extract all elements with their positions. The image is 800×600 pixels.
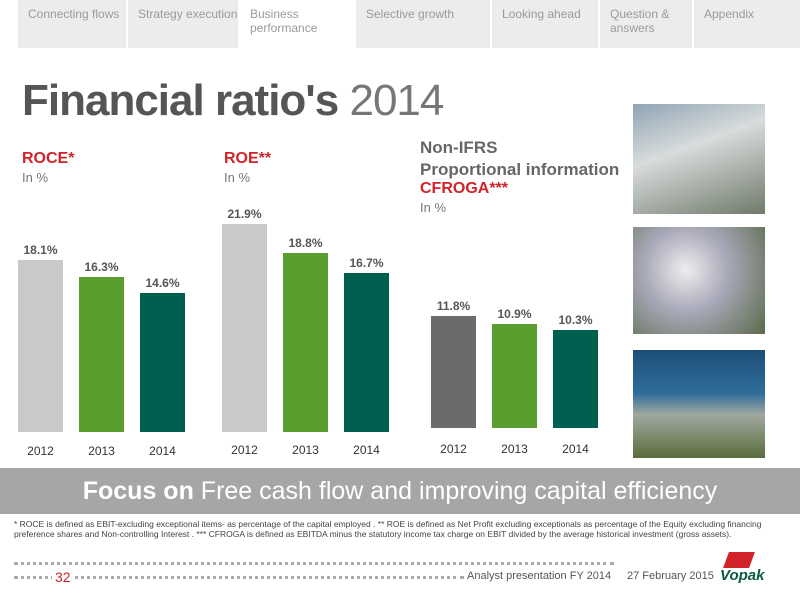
bar — [492, 324, 537, 428]
title-bold: Financial ratio's — [22, 76, 339, 125]
photo — [633, 104, 765, 214]
chart-header: Non-IFRS — [420, 138, 498, 157]
value-label: 18.8% — [288, 236, 323, 251]
slide-title: Financial ratio's 2014 — [22, 76, 444, 126]
bar — [79, 277, 124, 432]
x-tick-label: 2012 — [27, 444, 54, 458]
nav-tab[interactable]: Appendix — [694, 0, 800, 48]
title-light: 2014 — [349, 76, 444, 125]
value-label: 10.9% — [497, 307, 532, 322]
value-label: 16.7% — [349, 256, 384, 271]
chart-title: CFROGA*** — [420, 180, 509, 197]
page-number: 32 — [52, 569, 74, 585]
nav-tab[interactable]: Selective growth — [356, 0, 490, 48]
dots — [14, 576, 464, 579]
x-tick-label: 2013 — [88, 444, 115, 458]
photo — [633, 227, 765, 334]
nav-tab[interactable]: Business performance — [240, 0, 354, 48]
x-tick-label: 2014 — [149, 444, 176, 458]
banner-text: Free cash flow and improving capital eff… — [200, 477, 718, 505]
banner-bold: Focus on — [82, 477, 194, 505]
bar — [283, 253, 328, 432]
bar — [431, 315, 476, 428]
photo — [633, 350, 765, 458]
bar — [140, 293, 185, 432]
nav-tab[interactable]: Looking ahead — [492, 0, 598, 48]
x-tick-label: 2013 — [501, 442, 528, 456]
x-tick-label: 2012 — [440, 442, 467, 456]
chart-subtitle: In % — [420, 200, 447, 215]
logo-mark — [723, 552, 755, 568]
x-tick-label: 2014 — [562, 442, 589, 456]
value-label: 14.6% — [145, 276, 180, 291]
bar — [344, 273, 389, 432]
x-tick-label: 2014 — [353, 443, 380, 457]
bar — [222, 223, 267, 432]
dots — [14, 562, 614, 565]
value-label: 16.3% — [84, 260, 119, 275]
nav-bar: Connecting flows Strategy execution Busine… — [0, 0, 800, 48]
nav-tab[interactable]: Strategy execution — [128, 0, 238, 48]
footnote: * ROCE is defined as EBIT-excluding exce… — [14, 519, 762, 539]
x-tick-label: 2013 — [292, 443, 319, 457]
footer-date: 27 February 2015 — [627, 570, 714, 582]
value-label: 10.3% — [558, 313, 593, 328]
nav-tab[interactable]: Question & answers — [600, 0, 692, 48]
value-label: 18.1% — [23, 243, 58, 258]
banner: Focus on Free cash flow and improving ca… — [0, 468, 800, 514]
chart-subtitle: In % — [224, 170, 251, 185]
value-label: 21.9% — [227, 206, 262, 221]
chart-subtitle: In % — [22, 170, 49, 185]
chart-title: ROE** — [224, 150, 272, 167]
logo: Vopak — [720, 567, 765, 584]
chart-header: Proportional information — [420, 160, 620, 179]
nav-tab[interactable]: Connecting flows — [18, 0, 126, 48]
bar — [553, 330, 598, 428]
footer-event: Analyst presentation FY 2014 — [467, 570, 612, 582]
bar — [18, 260, 63, 432]
x-tick-label: 2012 — [231, 443, 258, 457]
chart-title: ROCE* — [22, 150, 75, 167]
value-label: 11.8% — [436, 298, 471, 313]
